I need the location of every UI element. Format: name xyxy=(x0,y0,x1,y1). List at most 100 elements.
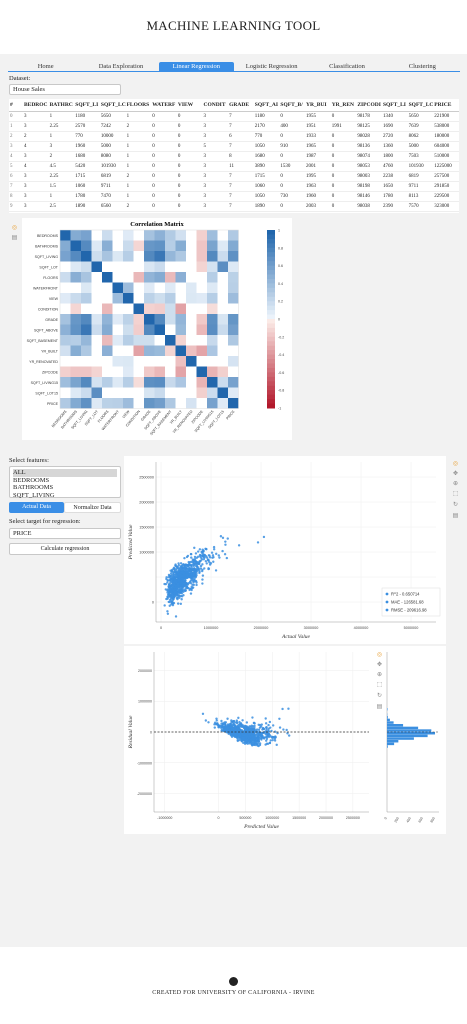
y-tick-label: 1000000 xyxy=(138,700,152,704)
heatmap-cell xyxy=(91,240,102,251)
feature-option[interactable]: ALL xyxy=(13,469,117,477)
tab-logistic-regression[interactable]: Logistic Regression xyxy=(245,63,298,70)
data-point xyxy=(193,557,197,561)
column-header[interactable]: SQFT_LI xyxy=(74,99,100,112)
data-point xyxy=(256,744,259,747)
colorbar-tick: 1 xyxy=(278,229,280,233)
data-point xyxy=(223,553,227,556)
zoom-tool-icon[interactable]: ⊕ xyxy=(376,672,383,678)
data-point xyxy=(185,571,188,574)
colorbar-tick: 0.4 xyxy=(278,282,283,286)
colorbar-segment xyxy=(267,256,275,262)
data-point xyxy=(200,556,203,560)
reset-icon[interactable]: ↻ xyxy=(452,502,459,508)
table-cell: 0 xyxy=(330,181,357,192)
column-header[interactable]: # xyxy=(9,99,23,112)
data-point xyxy=(272,724,275,727)
column-header[interactable]: BEDROC xyxy=(23,99,49,112)
data-point xyxy=(190,556,193,559)
column-header[interactable]: YR_BUI xyxy=(305,99,331,112)
legend-marker xyxy=(385,600,389,604)
box-zoom-icon[interactable]: ⬚ xyxy=(376,682,383,688)
heatmap-cell xyxy=(60,240,71,251)
pan-tool-icon[interactable]: ✥ xyxy=(452,471,459,477)
column-header[interactable]: VIEW xyxy=(176,99,203,112)
heatmap-cell xyxy=(70,345,81,356)
heatmap-cell xyxy=(81,377,92,388)
column-header[interactable]: SQFT_AI xyxy=(253,99,280,112)
heatmap-cell xyxy=(228,335,239,346)
column-header[interactable]: ZIPCODI xyxy=(356,99,382,112)
tab-classification[interactable]: Classification xyxy=(329,63,365,70)
tab-home[interactable]: Home xyxy=(37,63,54,70)
column-header[interactable]: WATERF xyxy=(151,99,177,112)
hover-tool-icon[interactable]: ▤ xyxy=(376,704,383,710)
data-point xyxy=(239,734,242,738)
target-select[interactable]: PRICE xyxy=(9,528,121,539)
tab-data-exploration[interactable]: Data Exploration xyxy=(98,63,144,70)
data-point xyxy=(204,559,208,563)
data-point xyxy=(267,734,270,738)
column-header[interactable]: CONDIT xyxy=(202,99,229,112)
table-cell: 1965 xyxy=(305,211,331,213)
normalize-data-button[interactable]: Normalize Data xyxy=(64,502,121,513)
table-cell: 9711 xyxy=(99,181,126,192)
table-row: 9 3 2.5 1890 6560 2 0 0 3 7 1890 0 2003 0 98038 2390 757… xyxy=(9,201,459,212)
column-header[interactable]: FLOORS xyxy=(125,99,152,112)
heatmap-cell xyxy=(102,314,113,325)
x-tick-label: 2000000 xyxy=(319,816,333,820)
table-cell: 8 xyxy=(9,191,23,202)
tab-linear-regression[interactable]: Linear Regression xyxy=(158,62,234,71)
table-cell: 1 xyxy=(48,191,75,202)
column-header[interactable]: SQFT_LI xyxy=(381,99,408,112)
table-cell: 7 xyxy=(228,181,254,192)
data-point xyxy=(175,588,178,591)
heatmap-cell xyxy=(228,356,239,367)
feature-option[interactable]: BEDROOMS xyxy=(13,476,50,484)
data-point xyxy=(198,569,201,572)
column-header[interactable]: PRICE xyxy=(433,99,459,112)
table-cell: 1 xyxy=(125,111,152,122)
column-header[interactable]: SQFT_LC xyxy=(407,99,434,112)
table-cell: 8 xyxy=(228,151,254,162)
dataset-select[interactable]: House Sales xyxy=(9,84,121,95)
feature-option[interactable]: BATHROOMS xyxy=(13,484,54,491)
table-cell: 3 xyxy=(202,161,229,172)
hover-tool-icon[interactable]: ▤ xyxy=(11,235,18,241)
hover-tool-icon[interactable]: ▤ xyxy=(452,513,459,519)
box-zoom-icon[interactable]: ⬚ xyxy=(452,491,459,497)
tab-clustering[interactable]: Clustering xyxy=(408,63,436,70)
table-cell: 0 xyxy=(151,161,177,172)
heatmap-cell xyxy=(175,366,186,377)
column-header[interactable]: SQFT_LC xyxy=(99,99,126,112)
table-cell: 400 xyxy=(279,121,306,132)
table-cell: 0 xyxy=(151,121,177,132)
column-header[interactable]: GRADE xyxy=(228,99,254,112)
data-point xyxy=(193,573,197,577)
actual-data-button[interactable]: Actual Data xyxy=(9,502,64,513)
data-point xyxy=(249,733,252,736)
table-cell: 2.5 xyxy=(48,211,75,213)
reset-icon[interactable]: ↻ xyxy=(376,693,383,699)
data-point xyxy=(264,717,267,720)
data-point xyxy=(258,737,262,740)
column-header[interactable]: BATHRC xyxy=(48,99,75,112)
data-point xyxy=(199,564,203,568)
pan-tool-icon[interactable]: ✥ xyxy=(376,662,383,668)
colorbar-tick: 0.8 xyxy=(278,246,283,250)
table-cell: 7570 xyxy=(407,201,434,212)
calculate-regression-button[interactable]: Calculate regression xyxy=(9,543,121,555)
column-header[interactable]: SQFT_B/ xyxy=(279,99,306,112)
feature-option[interactable]: SQFT_LIVING xyxy=(13,491,55,499)
heatmap-cell xyxy=(70,303,81,314)
colorbar-segment xyxy=(267,238,275,244)
github-icon[interactable] xyxy=(229,977,238,986)
y-tick-label: 2000000 xyxy=(138,669,152,673)
features-multiselect[interactable]: ALL BEDROOMS BATHROOMS SQFT_LIVING xyxy=(9,466,121,499)
table-cell: 3 xyxy=(9,141,23,152)
data-point xyxy=(262,737,266,740)
heatmap-cell xyxy=(91,398,102,409)
data-point xyxy=(257,728,261,731)
zoom-tool-icon[interactable]: ⊕ xyxy=(452,481,459,487)
column-header[interactable]: YR_REN xyxy=(330,99,357,112)
